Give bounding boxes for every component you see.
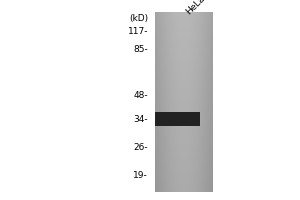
Text: 19-: 19- bbox=[133, 170, 148, 180]
Text: 117-: 117- bbox=[128, 27, 148, 36]
Text: 48-: 48- bbox=[134, 90, 148, 99]
Text: 26-: 26- bbox=[134, 142, 148, 152]
Text: HeLa: HeLa bbox=[184, 0, 206, 16]
Text: (kD): (kD) bbox=[129, 14, 148, 23]
Text: 34-: 34- bbox=[134, 116, 148, 124]
Text: 85-: 85- bbox=[133, 46, 148, 54]
Bar bbox=[155, 112, 200, 126]
